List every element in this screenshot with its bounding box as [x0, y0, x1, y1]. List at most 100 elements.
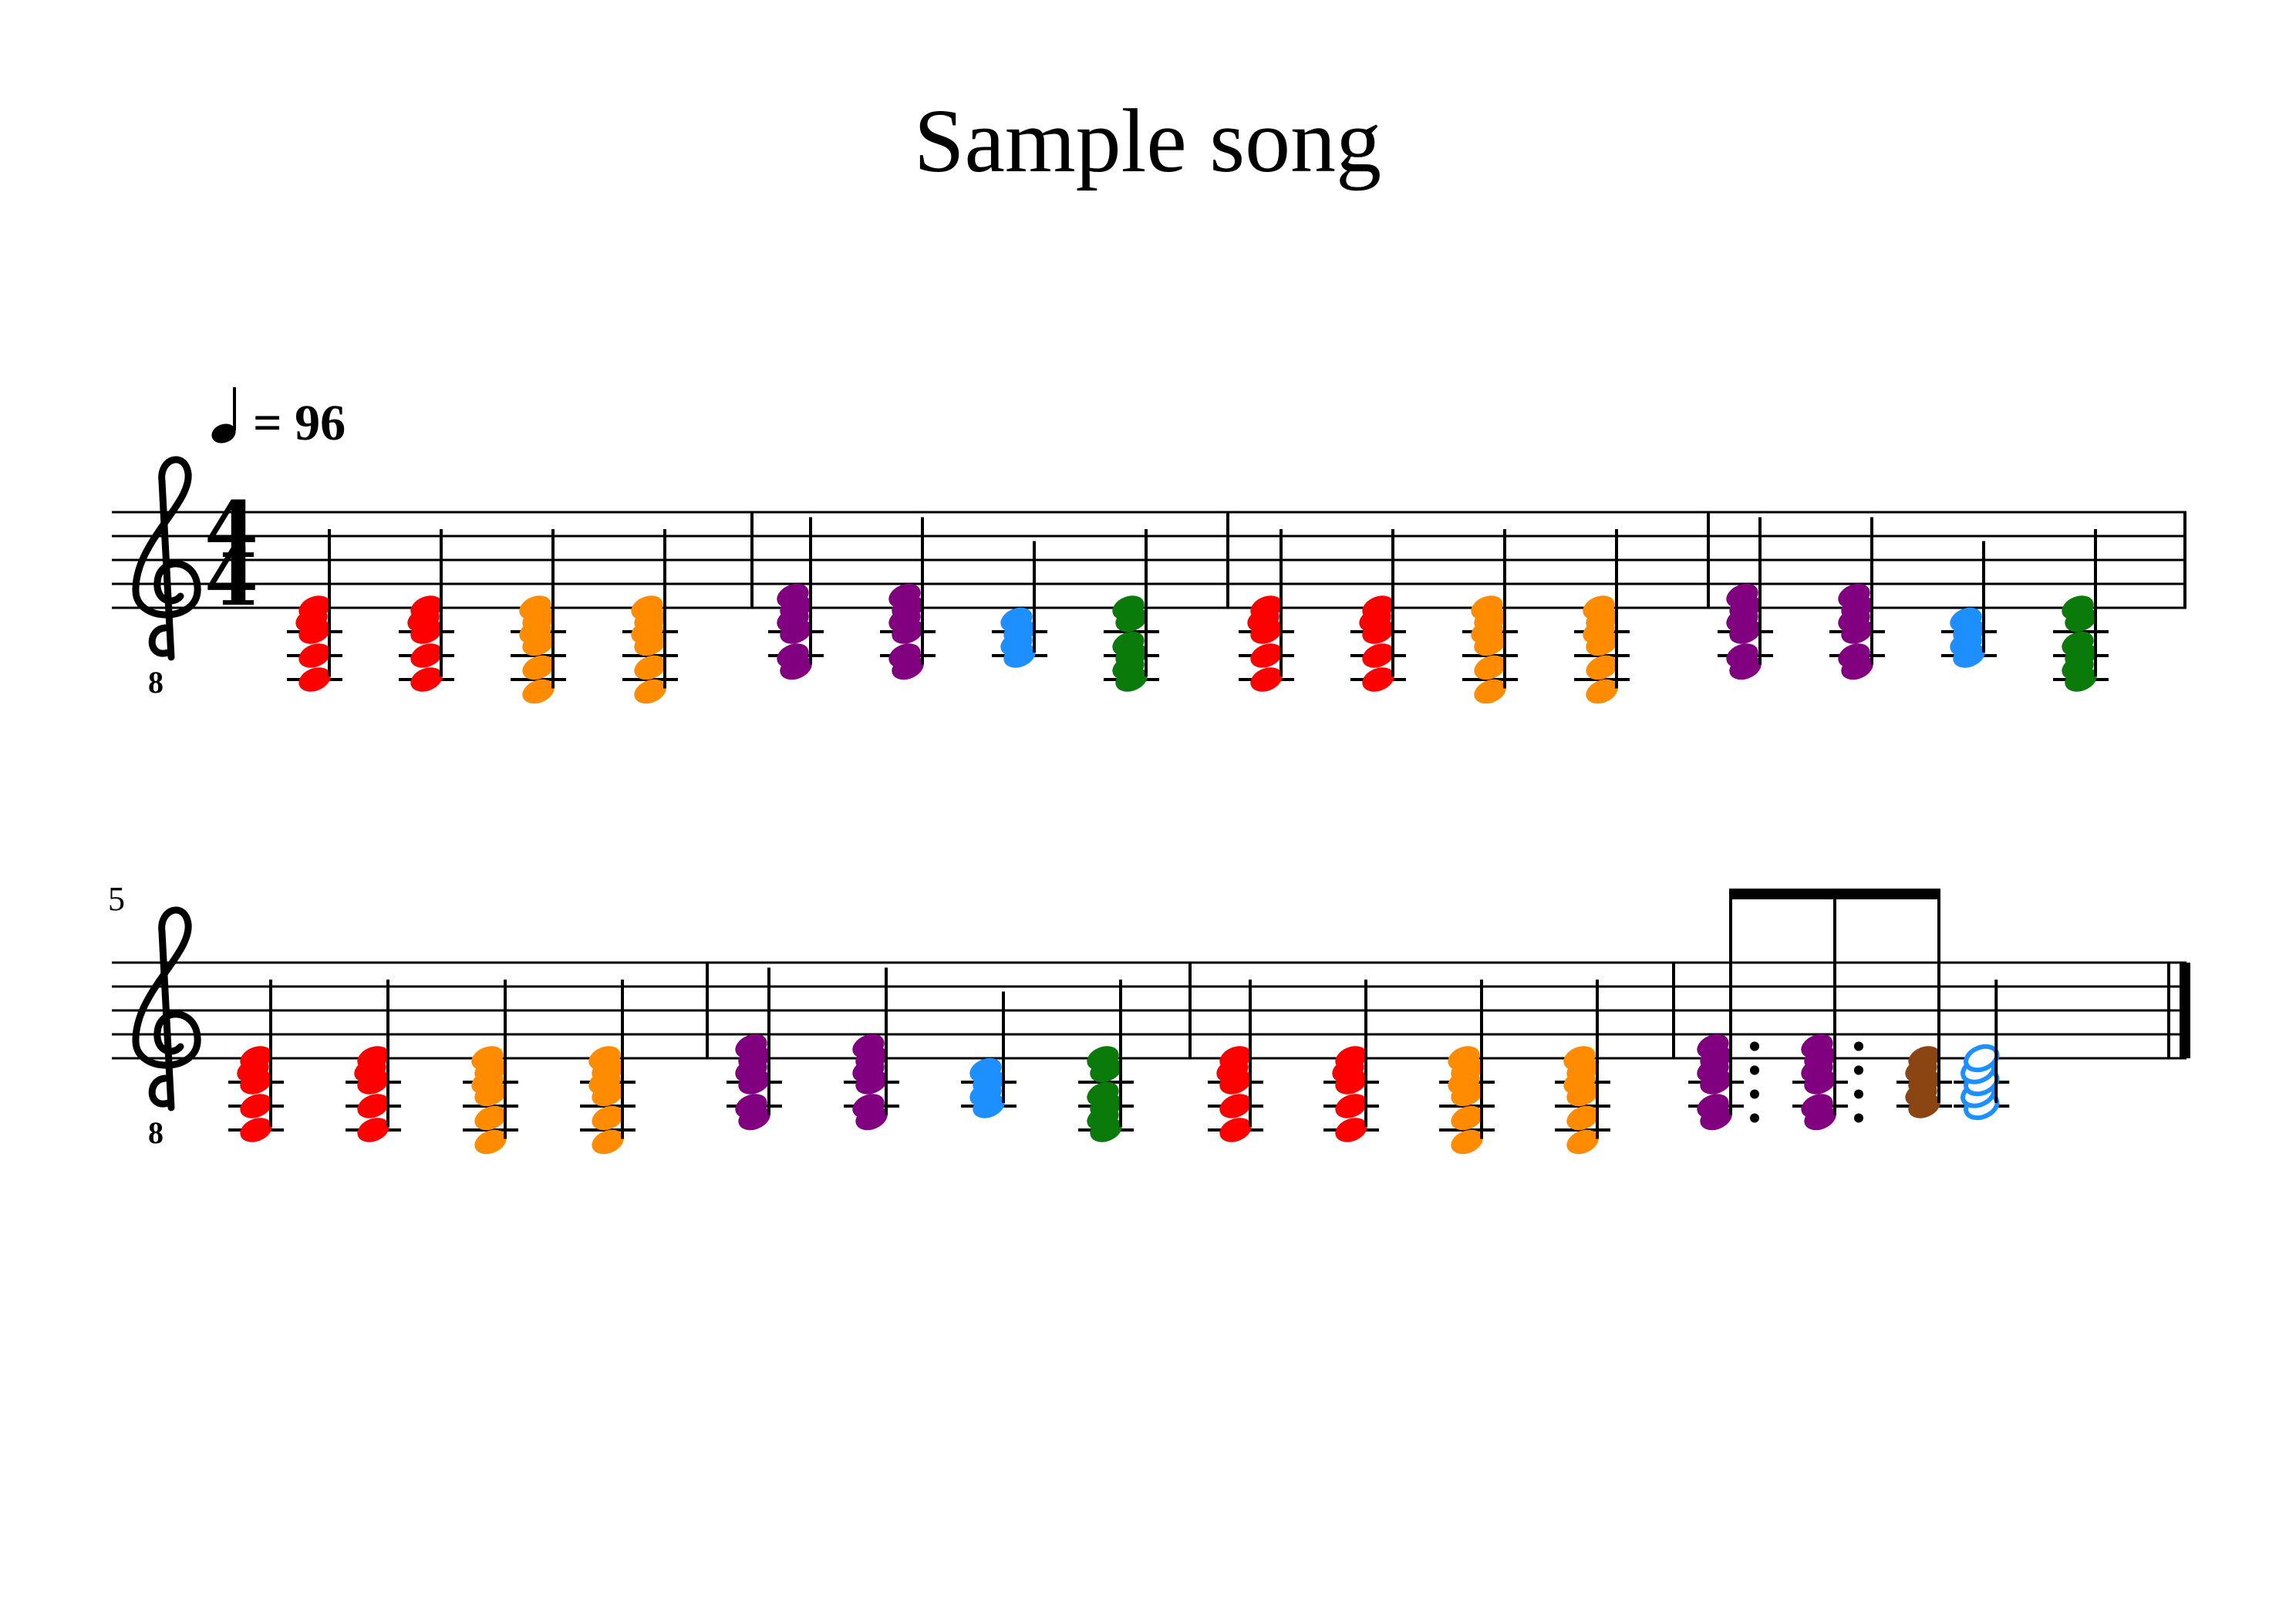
notehead — [888, 583, 921, 609]
notehead — [735, 1034, 767, 1059]
quarter-note-icon — [211, 423, 236, 444]
augmentation-dot — [1854, 1089, 1863, 1099]
notehead — [969, 1057, 1002, 1083]
measure — [287, 529, 678, 704]
chord-c — [1323, 980, 1379, 1142]
chord-em — [1104, 529, 1159, 692]
notehead — [1112, 631, 1145, 656]
chord-am — [880, 517, 936, 680]
time-signature-numerator: 4 — [204, 484, 258, 575]
measure — [1718, 517, 2109, 692]
chord-c — [1239, 529, 1294, 692]
chord-em — [1078, 980, 1134, 1142]
chord-am — [768, 517, 824, 680]
treble-clef-8vb-icon: 8 — [132, 456, 201, 700]
chord-g — [1574, 529, 1630, 704]
notehead — [852, 1034, 885, 1059]
notehead — [631, 595, 663, 620]
chord-f — [961, 991, 1017, 1118]
chord-am — [1792, 889, 1863, 1131]
augmentation-dot — [1854, 1065, 1863, 1075]
treble-clef-8vb-icon: 8 — [132, 906, 201, 1150]
notehead — [1838, 643, 1870, 668]
measure — [1208, 980, 1610, 1155]
clef-octave-mark: 8 — [148, 665, 164, 700]
chord-am — [1718, 517, 1773, 680]
chord-g — [580, 980, 636, 1155]
chord-c — [346, 980, 401, 1142]
notehead — [471, 1046, 504, 1071]
measure — [727, 967, 1134, 1142]
chord-g — [1462, 529, 1518, 704]
chord-am — [1829, 517, 1885, 680]
notehead — [1471, 595, 1503, 620]
notehead — [1950, 607, 1982, 632]
chord-am — [727, 967, 782, 1131]
measure — [1688, 889, 2010, 1131]
notehead — [1838, 583, 1870, 609]
notehead — [2062, 631, 2094, 656]
measure-number: 5 — [108, 880, 125, 918]
measure — [1239, 529, 1630, 704]
treble-clef-icon-path — [132, 456, 201, 661]
time-signature: 44 — [204, 484, 258, 623]
chord-g — [463, 980, 518, 1155]
notehead — [888, 643, 921, 668]
chord-d — [1896, 889, 1952, 1118]
staff-system-2: 58 — [108, 880, 2190, 1155]
chord-c — [1350, 529, 1406, 692]
notehead — [1801, 1034, 1833, 1059]
notehead — [1583, 595, 1615, 620]
chord-g — [1439, 980, 1495, 1155]
song-title: Sample song — [914, 90, 1381, 191]
measure — [768, 517, 1159, 692]
beam — [1729, 889, 1940, 899]
chord-f — [992, 541, 1047, 668]
notehead — [777, 583, 809, 609]
clef-octave-mark: 8 — [148, 1115, 164, 1150]
notehead — [1726, 643, 1758, 668]
notehead — [519, 595, 551, 620]
notehead — [1697, 1094, 1729, 1118]
chord-c — [287, 529, 342, 692]
chord-am — [844, 967, 899, 1131]
treble-clef-icon-path — [132, 906, 201, 1111]
notehead — [852, 1094, 885, 1118]
chord-f — [1941, 541, 1997, 668]
chord-g — [511, 529, 566, 704]
tempo-bpm: = 96 — [253, 395, 346, 451]
notehead — [1000, 607, 1033, 632]
notehead — [1087, 1081, 1119, 1107]
notehead — [588, 1046, 621, 1071]
chord-f-half — [1954, 980, 2010, 1121]
staff-system-1: 8 44 — [112, 456, 2186, 704]
augmentation-dot — [1854, 1113, 1863, 1123]
notehead — [1448, 1046, 1480, 1071]
chord-am — [1688, 889, 1759, 1131]
time-signature-denominator: 4 — [204, 532, 258, 623]
measure — [228, 980, 636, 1155]
notehead — [735, 1094, 767, 1118]
augmentation-dot — [1750, 1041, 1759, 1051]
chord-g — [1555, 980, 1610, 1155]
augmentation-dot — [1750, 1065, 1759, 1075]
chord-c — [399, 529, 454, 692]
augmentation-dot — [1750, 1089, 1759, 1099]
tempo-marking: = 96 — [211, 387, 346, 451]
chord-g — [622, 529, 678, 704]
chord-c — [228, 980, 284, 1142]
notehead — [1563, 1046, 1596, 1071]
notehead — [1801, 1094, 1833, 1118]
chord-c — [1208, 980, 1263, 1142]
notehead — [1726, 583, 1758, 609]
notehead — [1087, 1046, 1119, 1071]
notehead — [1697, 1034, 1729, 1059]
chord-em — [2053, 529, 2109, 692]
augmentation-dot — [1854, 1041, 1863, 1051]
final-barline-thick — [2180, 963, 2190, 1058]
notehead — [777, 643, 809, 668]
notehead — [1112, 595, 1145, 620]
notehead — [2062, 595, 2094, 620]
augmentation-dot — [1750, 1113, 1759, 1123]
